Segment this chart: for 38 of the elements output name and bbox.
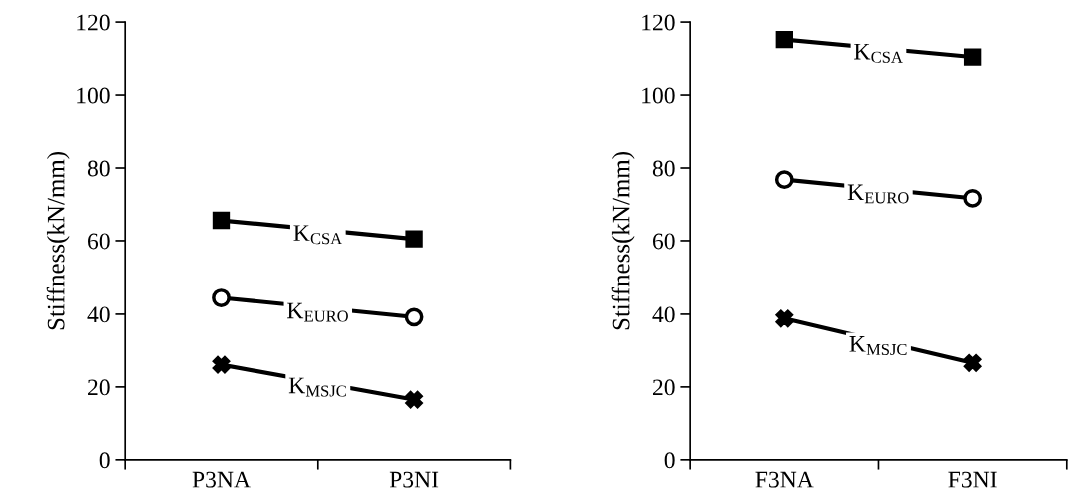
x-tick-label: P3NI [389,471,439,488]
point [775,309,793,327]
series-label: K$_{EURO}$ [287,302,348,322]
point [212,288,231,307]
y-tick-label: 100 [642,87,675,104]
series-label: K$_{MSJC}$ [288,377,346,397]
series-label: K$_{MSJC}$ [849,336,907,355]
series-label: K$_{CSA}$ [293,225,343,245]
y-axis-title: Stiffness(kN/mm) [611,152,635,330]
point [963,354,982,372]
point [774,170,794,190]
point [405,230,423,248]
point [212,211,231,230]
x-tick-label: F3NI [948,471,997,488]
y-tick-label: 80 [652,160,675,177]
y-tick-label: 0 [99,452,110,469]
point [963,188,983,208]
point [404,307,424,327]
x-tick-label: F3NA [755,471,814,488]
series-label: K$_{CSA}$ [854,43,903,63]
y-tick-label: 40 [87,306,110,323]
point [963,48,982,66]
y-tick-label: 100 [77,87,110,104]
y-tick-label: 120 [642,14,675,31]
y-axis-title: Stiffness(kN/mm) [46,152,70,330]
series-label: K$_{EURO}$ [847,184,909,204]
point [775,30,793,49]
y-tick-label: 20 [652,379,675,396]
point [212,355,231,374]
y-tick-label: 60 [652,233,675,250]
y-tick-label: 20 [88,379,110,396]
x-tick-label: P3NA [192,471,251,488]
y-tick-label: 80 [87,160,110,177]
point [405,390,423,409]
y-tick-label: 0 [664,452,675,469]
y-tick-label: 120 [77,14,110,31]
y-tick-label: 40 [652,306,675,323]
y-tick-label: 60 [88,233,110,250]
